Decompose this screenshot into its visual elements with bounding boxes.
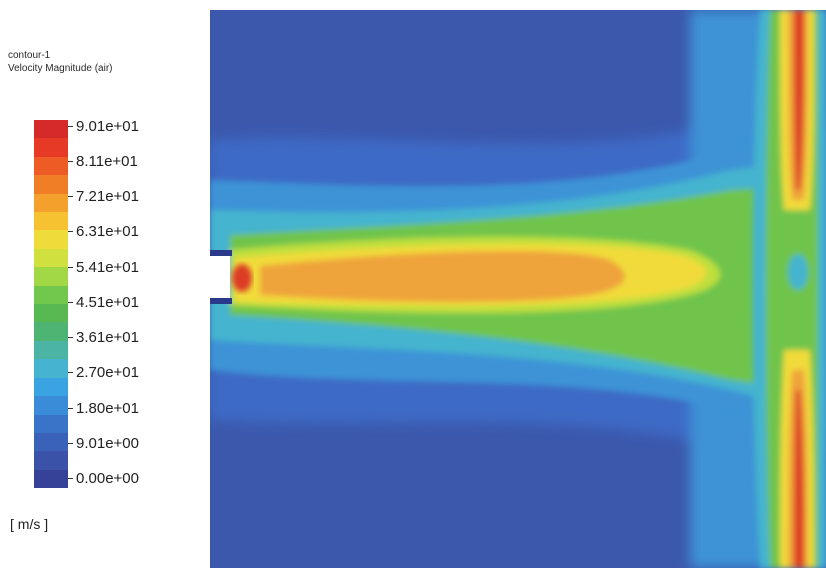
tick: 8.11e+01 bbox=[68, 153, 138, 170]
tick-label: 8.11e+01 bbox=[76, 153, 138, 170]
colorbar-segment bbox=[34, 432, 68, 452]
tick: 5.41e+01 bbox=[68, 259, 139, 276]
tick-label: 6.31e+01 bbox=[76, 223, 139, 240]
colorbar-segment bbox=[34, 377, 68, 397]
inlet-nozzle bbox=[210, 250, 232, 304]
colorbar-ticks: 9.01e+01 8.11e+01 7.21e+01 6.31e+01 5.41… bbox=[68, 0, 208, 568]
tick: 0.00e+00 bbox=[68, 470, 139, 487]
tick-label: 2.70e+01 bbox=[76, 364, 139, 381]
colorbar-segment bbox=[34, 414, 68, 433]
unit-label: [ m/s ] bbox=[10, 516, 49, 532]
colorbar-segment bbox=[34, 396, 68, 415]
tick-label: 9.01e+00 bbox=[76, 435, 139, 452]
colorbar-segment bbox=[34, 212, 68, 231]
colorbar-segment bbox=[34, 230, 68, 249]
tick: 9.01e+01 bbox=[68, 118, 139, 135]
field-nozzle-exit-hotspot bbox=[232, 264, 252, 292]
field-horizontal-jet bbox=[210, 130, 826, 430]
colorbar-segment bbox=[34, 138, 68, 157]
tick-label: 4.51e+01 bbox=[76, 294, 139, 311]
tick-label: 7.21e+01 bbox=[76, 188, 139, 205]
contour-plot bbox=[210, 10, 826, 568]
colorbar-segment bbox=[34, 322, 68, 341]
colorbar-segment bbox=[34, 120, 68, 139]
colorbar-segment bbox=[34, 175, 68, 194]
tick-label: 1.80e+01 bbox=[76, 400, 139, 417]
tick: 1.80e+01 bbox=[68, 400, 139, 417]
tick-label: 9.01e+01 bbox=[76, 118, 139, 135]
legend-subtitle: Velocity Magnitude (air) bbox=[8, 63, 113, 74]
tick-label: 3.61e+01 bbox=[76, 329, 139, 346]
tick-label: 5.41e+01 bbox=[76, 259, 139, 276]
tick: 2.70e+01 bbox=[68, 364, 139, 381]
tick: 4.51e+01 bbox=[68, 294, 139, 311]
colorbar bbox=[34, 120, 68, 489]
field-vertical-jet bbox=[752, 10, 826, 568]
tick: 6.31e+01 bbox=[68, 223, 139, 240]
colorbar-segment bbox=[34, 193, 68, 213]
colorbar-segment bbox=[34, 304, 68, 323]
tick: 3.61e+01 bbox=[68, 329, 139, 346]
colorbar-segment bbox=[34, 340, 68, 360]
colorbar-segment bbox=[34, 469, 68, 489]
velocity-contour-svg bbox=[210, 10, 826, 568]
colorbar-segment bbox=[34, 248, 68, 268]
colorbar-segment bbox=[34, 267, 68, 286]
tick-label: 0.00e+00 bbox=[76, 470, 139, 487]
colorbar-segment bbox=[34, 359, 68, 378]
colorbar-segment bbox=[34, 156, 68, 176]
tick: 9.01e+00 bbox=[68, 435, 139, 452]
legend-title: contour-1 bbox=[8, 50, 51, 61]
colorbar-segment bbox=[34, 451, 68, 470]
tick: 7.21e+01 bbox=[68, 188, 139, 205]
colorbar-segment bbox=[34, 285, 68, 305]
